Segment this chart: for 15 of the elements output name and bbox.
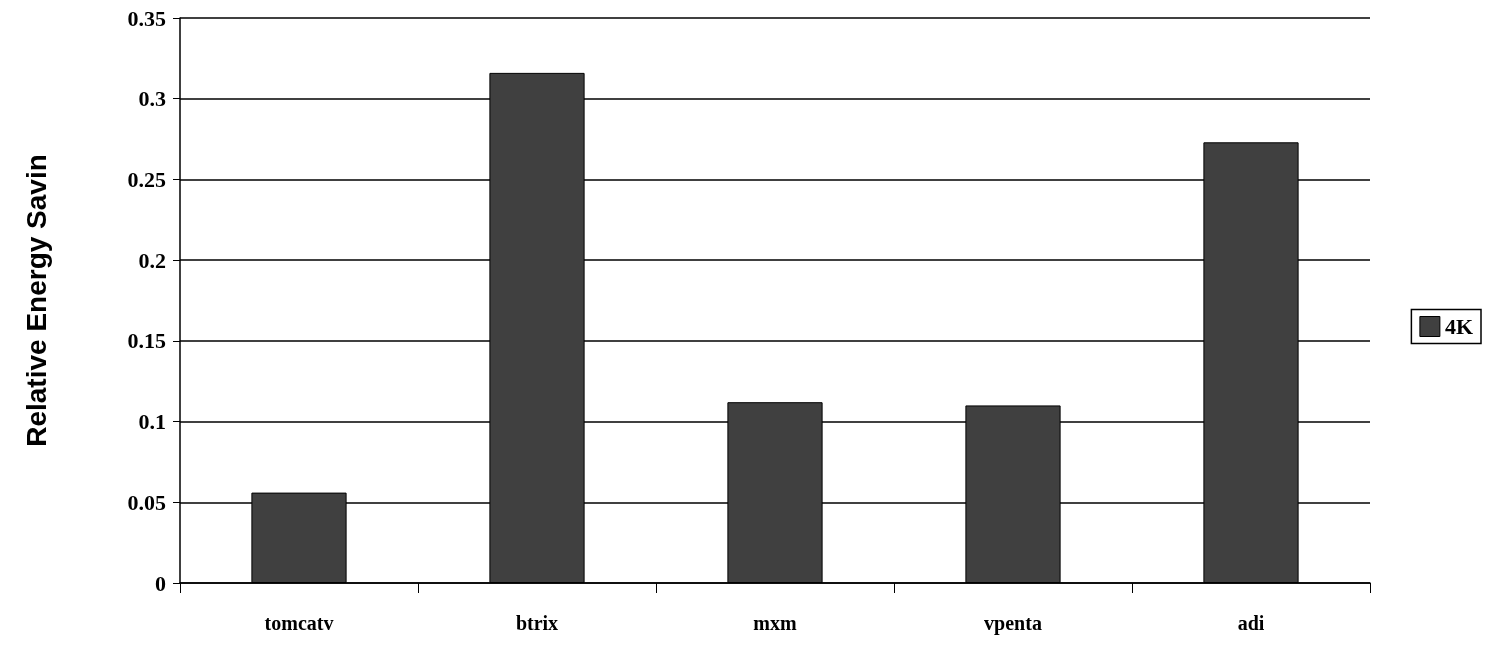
- y-tick-label: 0.1: [138, 409, 166, 435]
- y-tick-label: 0.05: [127, 489, 166, 515]
- y-tick-label: 0.2: [138, 247, 166, 273]
- y-axis-title: Relative Energy Savin: [20, 154, 52, 447]
- x-tick-label: mxm: [753, 612, 797, 634]
- x-tick-label: vpenta: [984, 612, 1042, 635]
- y-tick-label: 0.3: [138, 86, 166, 112]
- y-tick-label: 0.25: [127, 166, 166, 192]
- y-tick-label: 0: [155, 570, 166, 596]
- x-tick-label: adi: [1237, 612, 1265, 634]
- y-tick-label: 0.15: [127, 328, 166, 354]
- x-tick-label: tomcatv: [264, 612, 334, 634]
- y-tick-label: 0.35: [127, 5, 166, 31]
- x-tick-label: btrix: [515, 612, 559, 634]
- legend-label: 4K: [1444, 314, 1474, 339]
